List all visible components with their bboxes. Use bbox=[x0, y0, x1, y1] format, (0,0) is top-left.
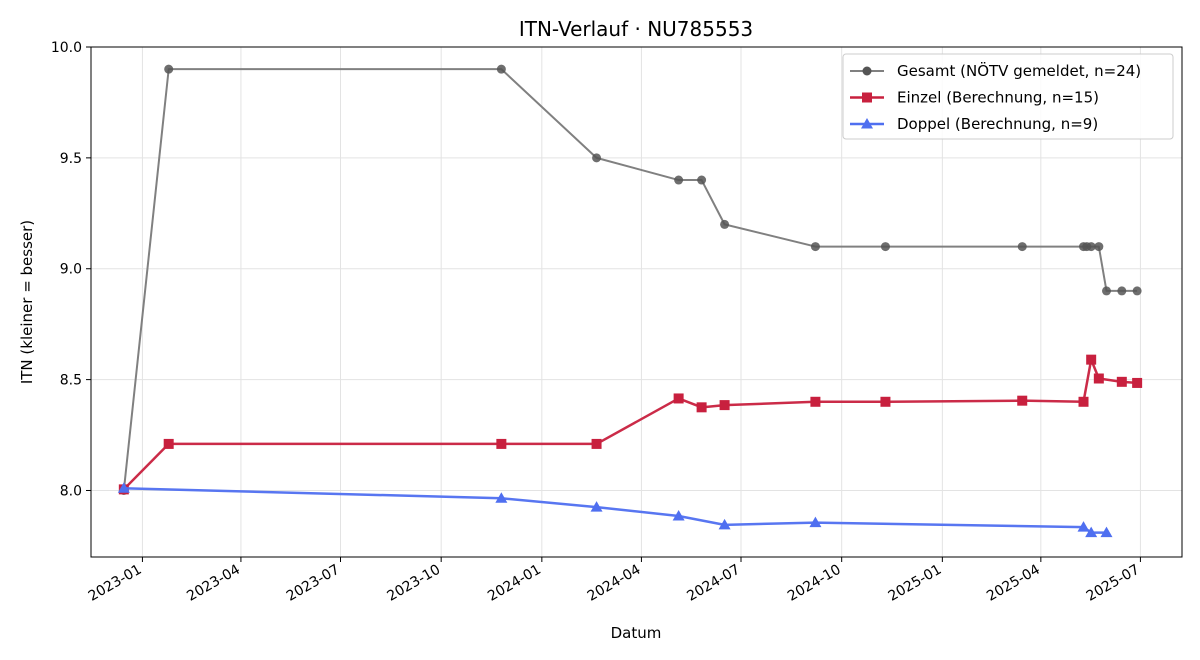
series-2 bbox=[118, 354, 1143, 495]
data-point bbox=[1101, 286, 1111, 296]
x-axis-title: Datum bbox=[611, 624, 662, 642]
x-tick-label: 2024-01 bbox=[485, 562, 544, 605]
x-tick-label: 2023-10 bbox=[385, 562, 444, 605]
data-point bbox=[1086, 242, 1096, 252]
data-point bbox=[1117, 286, 1127, 296]
data-point bbox=[1132, 286, 1142, 296]
legend-label: Einzel (Berechnung, n=15) bbox=[897, 89, 1099, 107]
data-point bbox=[810, 396, 821, 407]
data-point bbox=[718, 518, 731, 530]
data-point bbox=[810, 242, 820, 252]
legend-box bbox=[842, 53, 1174, 140]
data-point bbox=[496, 64, 506, 74]
plot-area-frame bbox=[90, 46, 1183, 558]
x-tick-label: 2025-07 bbox=[1084, 562, 1143, 605]
x-tick-label: 2023-07 bbox=[284, 562, 343, 605]
legend-label: Gesamt (NÖTV gemeldet, n=24) bbox=[897, 61, 1141, 80]
x-tick-label: 2023-04 bbox=[184, 562, 243, 605]
series-line bbox=[122, 358, 1138, 491]
data-point bbox=[1017, 395, 1028, 406]
data-point bbox=[697, 175, 707, 185]
data-point bbox=[592, 153, 602, 163]
data-point bbox=[880, 396, 891, 407]
legend-marker bbox=[862, 92, 872, 103]
y-tick-label: 10.0 bbox=[51, 40, 82, 56]
data-point bbox=[696, 402, 707, 413]
data-point bbox=[1086, 354, 1097, 365]
data-point bbox=[164, 64, 174, 74]
series-3 bbox=[117, 482, 1113, 538]
data-point bbox=[1132, 377, 1143, 388]
data-point bbox=[809, 516, 822, 528]
x-tick-label: 2024-04 bbox=[585, 562, 644, 605]
x-tick-label: 2025-04 bbox=[984, 562, 1043, 605]
legend-entry: Gesamt (NÖTV gemeldet, n=24) bbox=[850, 61, 1141, 80]
data-point bbox=[1100, 526, 1113, 538]
data-point bbox=[163, 438, 174, 449]
data-point bbox=[880, 242, 890, 252]
data-point bbox=[117, 482, 130, 493]
x-axis: 2023-01 2023-04 2023-07 2023-10 2024-01 2024-… bbox=[86, 557, 1143, 605]
data-point bbox=[496, 438, 507, 449]
legend-marker bbox=[862, 66, 872, 76]
legend-label: Doppel (Berechnung, n=9) bbox=[897, 115, 1098, 133]
data-point bbox=[719, 400, 730, 411]
y-axis: 8.0 8.5 9.0 9.5 10.0 bbox=[51, 40, 91, 499]
data-point bbox=[495, 492, 508, 503]
data-point bbox=[1094, 242, 1104, 252]
legend-entry: Einzel (Berechnung, n=15) bbox=[850, 89, 1099, 107]
data-point bbox=[1077, 521, 1090, 532]
data-point bbox=[590, 501, 603, 512]
y-tick-label: 9.5 bbox=[60, 151, 82, 167]
data-point bbox=[672, 509, 685, 521]
x-tick-label: 2025-01 bbox=[886, 562, 945, 605]
y-tick-label: 8.0 bbox=[60, 483, 82, 499]
data-point bbox=[1085, 526, 1098, 538]
x-tick-label: 2024-07 bbox=[684, 562, 743, 605]
series-line bbox=[123, 487, 1107, 534]
y-tick-label: 9.0 bbox=[60, 262, 82, 278]
x-tick-label: 2023-01 bbox=[86, 562, 145, 605]
legend: Gesamt (NÖTV gemeldet, n=24) Einzel (Bere… bbox=[842, 53, 1174, 140]
legend-entry: Doppel (Berechnung, n=9) bbox=[850, 115, 1098, 133]
data-point bbox=[673, 393, 684, 404]
y-tick-label: 8.5 bbox=[60, 373, 82, 389]
data-point bbox=[591, 438, 602, 449]
legend-marker bbox=[861, 118, 873, 129]
data-point bbox=[1116, 376, 1127, 387]
series-group bbox=[117, 64, 1143, 538]
data-point bbox=[1078, 396, 1089, 407]
x-tick-label: 2024-10 bbox=[785, 562, 844, 605]
data-point bbox=[720, 219, 730, 229]
data-point bbox=[1017, 242, 1027, 252]
data-point bbox=[674, 175, 684, 185]
chart-title: ITN-Verlauf · NU785553 bbox=[519, 17, 753, 41]
data-point bbox=[1093, 373, 1104, 384]
y-axis-title: ITN (kleiner = besser) bbox=[18, 220, 36, 384]
